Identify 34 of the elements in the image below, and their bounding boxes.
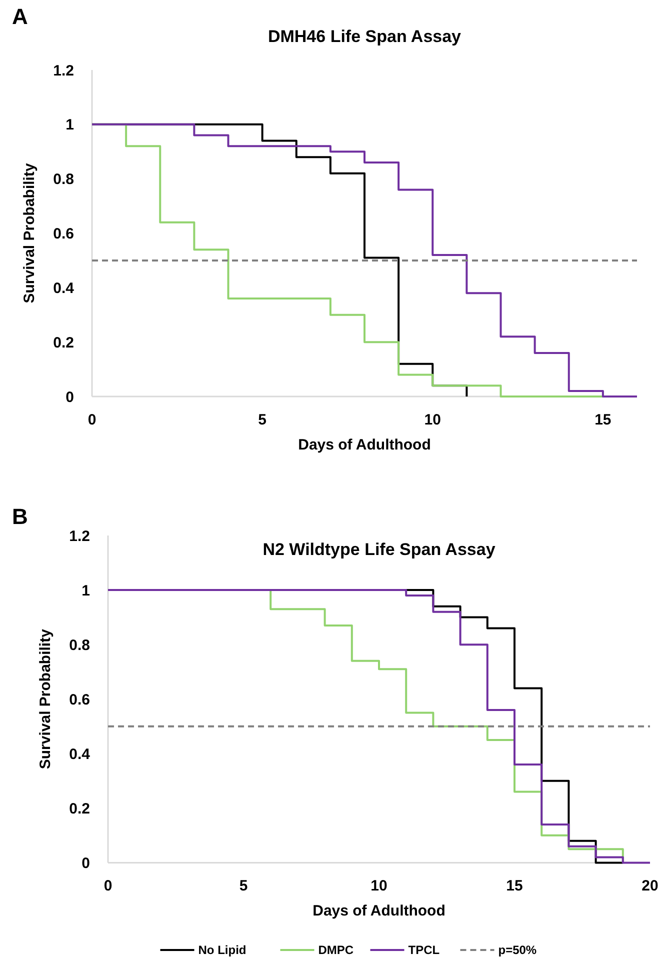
x-tick-label: 0 (104, 878, 112, 895)
x-tick-label: 15 (506, 878, 523, 895)
y-tick-label: 0.2 (53, 334, 74, 352)
x-tick-label: 10 (424, 412, 441, 428)
y-tick-label: 0.2 (69, 800, 90, 818)
x-tick-label: 5 (258, 412, 266, 428)
y-tick-label: 1 (82, 582, 90, 600)
y-tick-label: 0 (66, 388, 74, 406)
y-tick-label: 0.8 (53, 171, 74, 188)
legend-label: No Lipid (198, 943, 246, 957)
x-tick-label: 15 (594, 412, 612, 428)
y-tick-label: 1.2 (53, 62, 74, 80)
y-tick-label: 0.6 (53, 226, 74, 242)
y-tick-label: 0.8 (69, 636, 90, 654)
legend-label: TPCL (408, 943, 440, 957)
y-tick-label: 1.2 (69, 528, 90, 545)
y-axis-title: Survival Probability (37, 628, 54, 770)
x-tick-label: 20 (642, 878, 658, 895)
text: B (12, 504, 28, 529)
x-axis-title: Days of Adulthood (312, 902, 446, 920)
chart-title: DMH46 Life Span Assay (268, 27, 462, 46)
y-tick-label: 0.4 (69, 746, 91, 763)
y-tick-label: 1 (66, 116, 74, 134)
y-tick-label: 0.4 (53, 280, 75, 297)
y-tick-label: 0.6 (69, 691, 90, 708)
legend-label: DMPC (318, 943, 354, 957)
x-axis-title: Days of Adulthood (298, 436, 431, 454)
x-tick-label: 5 (239, 878, 248, 895)
text: A (12, 4, 28, 29)
y-tick-label: 0 (82, 854, 90, 872)
y-axis-title: Survival Probability (21, 162, 38, 304)
chart-title: N2 Wildtype Life Span Assay (262, 540, 496, 559)
legend-label: p=50% (498, 943, 537, 957)
x-tick-label: 10 (370, 878, 388, 895)
